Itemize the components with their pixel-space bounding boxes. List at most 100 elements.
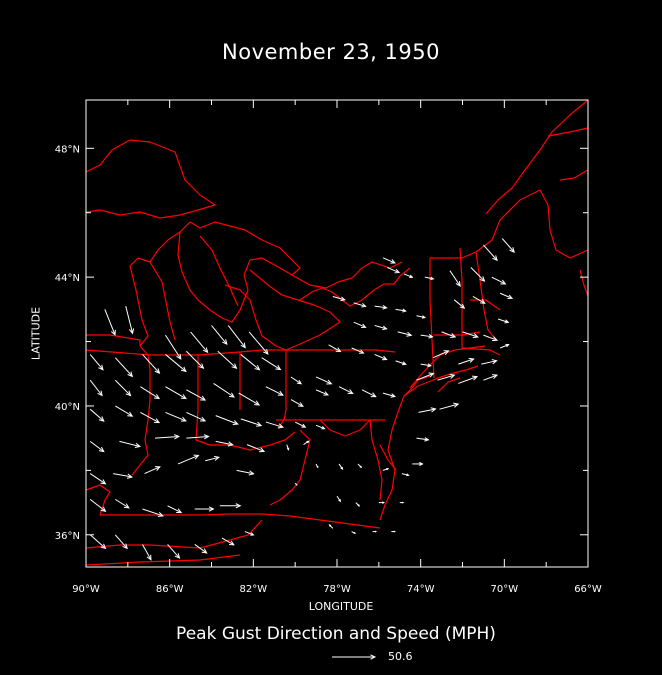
x-tick-label: 82°W — [240, 584, 268, 595]
gust-vector — [361, 389, 377, 398]
gust-vector — [89, 473, 107, 485]
boundary-line — [85, 484, 111, 516]
gust-vector — [416, 437, 430, 442]
gust-vector — [355, 502, 361, 507]
boundary-line — [286, 349, 396, 353]
gust-vector — [140, 411, 161, 424]
gust-vector — [387, 267, 401, 274]
gust-vector — [186, 411, 207, 422]
gust-vector — [338, 386, 354, 394]
boundary-line — [547, 127, 589, 137]
gust-vector — [227, 325, 246, 349]
boundary-line — [437, 377, 461, 393]
x-tick-label: 66°W — [574, 584, 602, 595]
gust-vector — [294, 421, 307, 428]
boundary-line — [86, 334, 141, 346]
reference-arrow — [332, 654, 377, 660]
gust-vector — [395, 308, 407, 313]
boundary-line — [429, 258, 435, 379]
gust-vector — [89, 534, 107, 550]
gust-vector — [261, 357, 282, 371]
boundary-line — [379, 444, 397, 471]
gust-vector — [114, 357, 134, 378]
boundary-line — [559, 169, 589, 181]
gust-vector — [238, 392, 261, 406]
boundary-line — [195, 355, 199, 441]
axis-ticks: 90°W 86°W 82°W 78°W 74°W 70°W 66°W 36°N 40°N 44°N… — [55, 100, 602, 595]
boundary-line — [177, 221, 301, 323]
gust-vector — [115, 498, 130, 509]
gust-vector — [391, 530, 396, 533]
boundary-line — [319, 419, 371, 437]
gust-vector — [246, 444, 266, 453]
gust-vector — [265, 421, 284, 429]
gust-vector — [186, 350, 205, 370]
gust-vector — [221, 537, 235, 546]
gust-vector — [403, 273, 414, 279]
gust-vector — [501, 238, 515, 253]
map-title: November 23, 1950 — [222, 40, 440, 64]
boundary-line — [100, 513, 381, 529]
boundary-line — [149, 261, 176, 341]
gust-vector — [416, 372, 435, 381]
boundary-line — [461, 347, 501, 356]
gust-vector — [142, 354, 161, 374]
gust-vector — [338, 463, 344, 470]
gust-vector — [499, 292, 514, 300]
boundary-line — [129, 231, 181, 347]
gust-vector — [194, 506, 215, 512]
gust-vector — [499, 343, 510, 349]
gust-vector — [213, 383, 235, 398]
gust-vector — [453, 299, 466, 309]
gust-vector — [167, 544, 181, 559]
gust-vector — [328, 344, 342, 353]
gust-vector — [244, 531, 255, 536]
gust-vector — [458, 375, 479, 384]
gust-vector — [351, 531, 357, 534]
gust-vector — [449, 270, 461, 287]
gust-vector — [165, 386, 187, 400]
gust-vector — [205, 455, 220, 462]
gust-vector — [89, 354, 104, 371]
gust-vector — [328, 524, 334, 529]
boundary-line — [195, 431, 296, 451]
gust-vector — [215, 415, 239, 426]
gust-vector — [265, 386, 284, 396]
gust-vector — [382, 467, 390, 471]
reference-vector-arrow — [332, 654, 377, 660]
gust-vector — [374, 324, 388, 331]
boundary-line — [579, 269, 589, 297]
gust-vector — [89, 440, 105, 453]
gust-vector — [215, 440, 234, 447]
gust-vector — [104, 309, 116, 336]
boundary-line — [475, 251, 497, 341]
gust-vector — [416, 315, 427, 319]
boundary-line — [459, 247, 463, 348]
y-axis-label: LATITUDE — [29, 306, 43, 361]
gust-vector — [217, 350, 238, 369]
gust-vector — [374, 305, 388, 310]
gust-vector — [433, 350, 450, 359]
gust-vector — [89, 379, 103, 397]
gust-vector — [219, 503, 242, 509]
x-tick-label: 74°W — [407, 584, 435, 595]
gust-vector — [378, 501, 386, 504]
gust-vector — [483, 374, 499, 381]
gust-vector — [397, 331, 413, 337]
gust-vector — [142, 508, 164, 517]
gust-vector — [483, 244, 498, 262]
gust-vector — [186, 389, 207, 401]
gust-vector — [89, 408, 105, 422]
gust-vector — [177, 454, 200, 465]
gust-vector — [286, 444, 290, 451]
gust-vector — [353, 321, 367, 329]
y-tick-label: 44°N — [55, 273, 80, 284]
x-tick-label: 86°W — [156, 584, 184, 595]
gust-vector — [336, 495, 342, 503]
gust-vector — [89, 498, 107, 512]
gust-vector — [290, 376, 303, 385]
gust-vector — [357, 463, 363, 469]
boundary-line — [299, 267, 411, 307]
x-tick-label: 70°W — [491, 584, 519, 595]
